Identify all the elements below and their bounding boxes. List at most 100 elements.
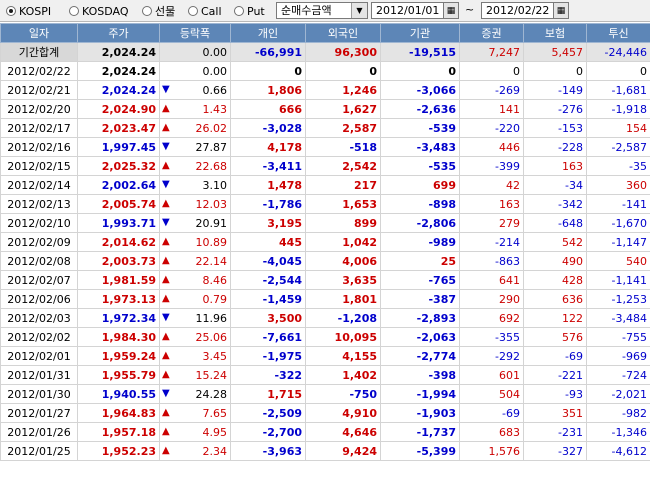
cell-institution: -898 (380, 194, 460, 214)
table-row[interactable]: 2012/01/31 1,955.79 ▲ 15.24 -322 1,402 -398 601… (0, 365, 650, 385)
change-value: 0.00 (202, 64, 228, 78)
cell-foreign: 1,402 (305, 365, 381, 385)
col-header-insurance[interactable]: 보험 (523, 23, 587, 43)
radio-call[interactable]: Call (188, 3, 222, 19)
cell-price: 1,993.71 (77, 213, 160, 233)
summary-row[interactable]: 기간합계 2,024.24 0.00 -66,991 96,300 -19,515 7,24… (0, 42, 650, 62)
cell-price: 2,023.47 (77, 118, 160, 138)
amount-type-select[interactable]: 순매수금액 ▼ (276, 2, 368, 19)
cell-securities: 290 (459, 289, 524, 309)
cell-date: 2012/02/09 (0, 232, 78, 252)
cell-foreign: 1,246 (305, 80, 381, 100)
radio-kospi[interactable]: KOSPI (6, 3, 51, 19)
radio-put[interactable]: Put (234, 3, 265, 19)
cell-institution: -2,806 (380, 213, 460, 233)
change-value: 4.95 (202, 425, 228, 439)
table-row[interactable]: 2012/01/25 1,952.23 ▲ 2.34 -3,963 9,424 -5,399… (0, 441, 650, 461)
cell-trust: -1,141 (586, 270, 650, 290)
table-row[interactable]: 2012/02/16 1,997.45 ▼ 27.87 4,178 -518 -3,483 4… (0, 137, 650, 157)
triangle-down-icon: ▼ (162, 312, 170, 323)
table-row[interactable]: 2012/02/14 2,002.64 ▼ 3.10 1,478 217 699 42 -34 3… (0, 175, 650, 195)
cell-price: 1,959.24 (77, 346, 160, 366)
cell-change: ▲ 3.45 (159, 346, 231, 366)
table-row[interactable]: 2012/02/22 2,024.24 0.00 0 0 0 0 0 0 (0, 61, 650, 81)
table-row[interactable]: 2012/02/01 1,959.24 ▲ 3.45 -1,975 4,155 -2,774… (0, 346, 650, 366)
cell-insurance: -276 (523, 99, 587, 119)
table-row[interactable]: 2012/02/13 2,005.74 ▲ 12.03 -1,786 1,653 -898 1… (0, 194, 650, 214)
col-header-trust[interactable]: 투신 (586, 23, 650, 43)
cell-date: 2012/02/01 (0, 346, 78, 366)
cell-trust: -1,346 (586, 422, 650, 442)
change-value: 3.10 (202, 178, 228, 192)
cell-institution: -1,994 (380, 384, 460, 404)
table-row[interactable]: 2012/02/10 1,993.71 ▼ 20.91 3,195 899 -2,806 27… (0, 213, 650, 233)
col-header-institution[interactable]: 기관 (380, 23, 460, 43)
cell-securities: 504 (459, 384, 524, 404)
col-header-change[interactable]: 등락폭 (159, 23, 231, 43)
cell-change: ▲ 8.46 (159, 270, 231, 290)
cell-securities: 641 (459, 270, 524, 290)
table-row[interactable]: 2012/02/03 1,972.34 ▼ 11.96 3,500 -1,208 -2,89… (0, 308, 650, 328)
radio-futures[interactable]: 선물 (142, 3, 175, 19)
table-row[interactable]: 2012/01/30 1,940.55 ▼ 24.28 1,715 -750 -1,994 5… (0, 384, 650, 404)
table-row[interactable]: 2012/02/20 2,024.90 ▲ 1.43 666 1,627 -2,636 141… (0, 99, 650, 119)
radio-kosdaq[interactable]: KOSDAQ (69, 3, 129, 19)
cell-change: ▲ 22.68 (159, 156, 231, 176)
change-value: 15.24 (195, 368, 228, 382)
col-header-securities[interactable]: 증권 (459, 23, 524, 43)
cell-securities: 692 (459, 308, 524, 328)
table-row[interactable]: 2012/02/15 2,025.32 ▲ 22.68 -3,411 2,542 -535-… (0, 156, 650, 176)
cell-individual: 1,715 (230, 384, 306, 404)
cell-individual: -3,411 (230, 156, 306, 176)
table-row[interactable]: 2012/02/06 1,973.13 ▲ 0.79 -1,459 1,801 -387 29… (0, 289, 650, 309)
table-header-row: 일자 주가 등락폭 개인 외국인 기관 증권 보험 투신 (0, 23, 650, 43)
table-row[interactable]: 2012/02/09 2,014.62 ▲ 10.89 445 1,042 -989 -214… (0, 232, 650, 252)
cell-individual: 666 (230, 99, 306, 119)
table-row[interactable]: 2012/02/07 1,981.59 ▲ 8.46 -2,544 3,635 -765 64… (0, 270, 650, 290)
cell-price: 1,957.18 (77, 422, 160, 442)
table-row[interactable]: 2012/02/02 1,984.30 ▲ 25.06 -7,661 10,095 -2,0… (0, 327, 650, 347)
date-from-input[interactable]: 2012/01/01 (371, 2, 445, 19)
table-row[interactable]: 2012/01/26 1,957.18 ▲ 4.95 -2,700 4,646 -1,737… (0, 422, 650, 442)
table-row[interactable]: 2012/01/27 1,964.83 ▲ 7.65 -2,509 4,910 -1,903… (0, 403, 650, 423)
cell-foreign: 4,910 (305, 403, 381, 423)
change-value: 0.00 (202, 45, 228, 59)
col-header-date[interactable]: 일자 (0, 23, 78, 43)
table-row[interactable]: 2012/02/21 2,024.24 ▼ 0.66 1,806 1,246 -3,066-… (0, 80, 650, 100)
cell-change: ▲ 10.89 (159, 232, 231, 252)
cell-institution: -2,636 (380, 99, 460, 119)
cell-trust: -724 (586, 365, 650, 385)
cell-price: 2,002.64 (77, 175, 160, 195)
cell-change: ▲ 12.03 (159, 194, 231, 214)
cell-individual: -1,459 (230, 289, 306, 309)
col-header-individual[interactable]: 개인 (230, 23, 306, 43)
cell-change: ▲ 0.79 (159, 289, 231, 309)
triangle-up-icon: ▲ (162, 369, 170, 380)
calendar-icon[interactable]: ▦ (443, 2, 459, 19)
cell-insurance: -69 (523, 346, 587, 366)
cell-insurance: 428 (523, 270, 587, 290)
cell-institution: -2,893 (380, 308, 460, 328)
col-header-foreign[interactable]: 외국인 (305, 23, 381, 43)
col-header-price[interactable]: 주가 (77, 23, 160, 43)
radio-label: Call (201, 4, 222, 18)
cell-date: 2012/02/13 (0, 194, 78, 214)
change-value: 27.87 (195, 140, 228, 154)
cell-securities: 446 (459, 137, 524, 157)
change-value: 20.91 (195, 216, 228, 230)
chevron-down-icon[interactable]: ▼ (351, 3, 367, 18)
table-row[interactable]: 2012/02/17 2,023.47 ▲ 26.02 -3,028 2,587 -539-… (0, 118, 650, 138)
cell-insurance: -342 (523, 194, 587, 214)
table-row[interactable]: 2012/02/08 2,003.73 ▲ 22.14 -4,045 4,006 25 -86… (0, 251, 650, 271)
change-value: 24.28 (195, 387, 228, 401)
date-to-input[interactable]: 2012/02/22 (481, 2, 555, 19)
calendar-icon[interactable]: ▦ (553, 2, 569, 19)
cell-foreign: 217 (305, 175, 381, 195)
triangle-up-icon: ▲ (162, 160, 170, 171)
cell-trust: -35 (586, 156, 650, 176)
triangle-up-icon: ▲ (162, 198, 170, 209)
cell-change: ▼ 20.91 (159, 213, 231, 233)
triangle-up-icon: ▲ (162, 407, 170, 418)
change-value: 1.43 (202, 102, 228, 116)
triangle-up-icon: ▲ (162, 103, 170, 114)
